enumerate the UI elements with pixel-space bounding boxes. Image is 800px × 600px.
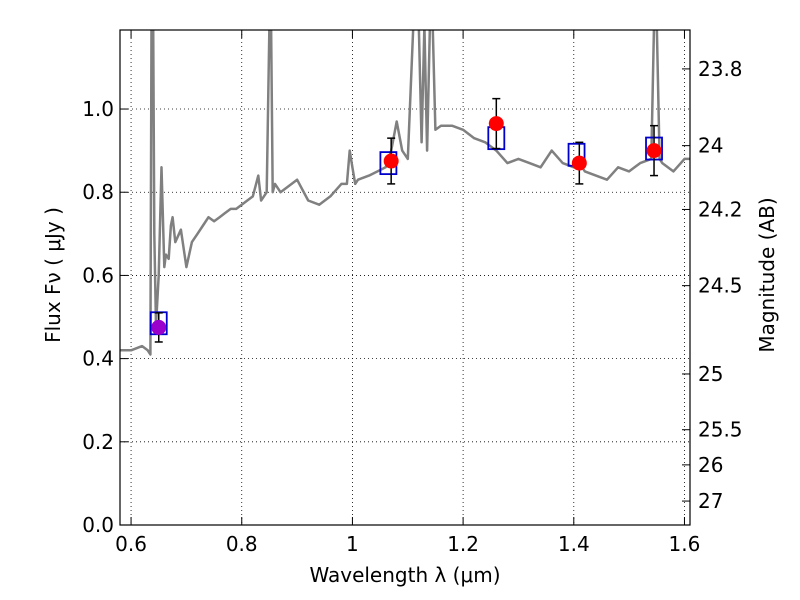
x-tick-label: 1.6 [669, 532, 701, 556]
y-axis-title: Flux Fν ( μJy ) [41, 207, 65, 343]
y-tick-label: 0.8 [82, 180, 114, 204]
spectrum-layer [120, 30, 690, 356]
right-tick-label: 25.5 [698, 418, 743, 442]
x-tick-label: 0.6 [115, 532, 147, 556]
x-tick-label: 1 [346, 532, 359, 556]
observed-point [571, 155, 587, 171]
observed-point [151, 319, 167, 335]
right-tick-label: 24 [698, 134, 723, 158]
plot-frame [119, 29, 691, 526]
right-tick-label: 24.5 [698, 274, 743, 298]
x-tick-label: 1.2 [447, 532, 479, 556]
y-tick-label: 0.2 [82, 430, 114, 454]
right-tick-label: 24.2 [698, 197, 743, 221]
right-tick-label: 25 [698, 362, 723, 386]
x-tick-label: 0.8 [226, 532, 258, 556]
observed-point [488, 116, 504, 132]
right-tick-label: 26 [698, 453, 723, 477]
y-right-axis-title: Magnitude (AB) [755, 197, 779, 352]
spectrum-line [120, 30, 690, 356]
y-tick-label: 0.4 [82, 347, 114, 371]
right-tick-label: 23.8 [698, 57, 743, 81]
axis-ticks: 0.6 0.8 1 1.2 1.4 1.6 0.0 0.2 0.4 0.6 0.8 1.0 23.8 24… [82, 30, 743, 556]
x-tick-label: 1.4 [558, 532, 590, 556]
y-tick-label: 0.6 [82, 263, 114, 287]
y-tick-label: 1.0 [82, 97, 114, 121]
observed-point [383, 153, 399, 169]
points-layer [149, 97, 663, 343]
grid-lines [120, 30, 690, 526]
x-axis-title: Wavelength λ (μm) [309, 563, 500, 587]
y-tick-label: 0.0 [82, 513, 114, 537]
right-tick-label: 27 [698, 489, 723, 513]
observed-point [646, 143, 662, 159]
